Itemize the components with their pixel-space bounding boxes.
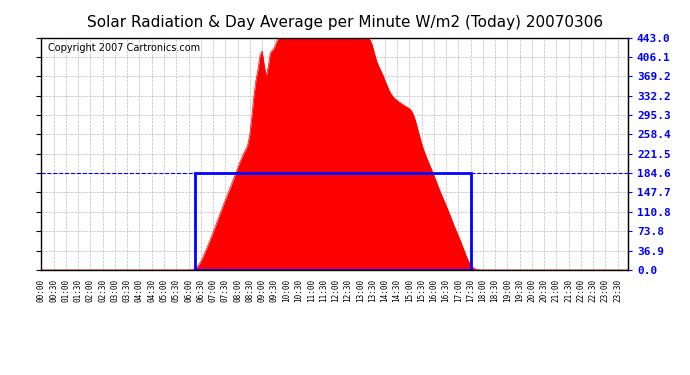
Text: 03:00: 03:00 <box>110 279 119 302</box>
Text: 05:00: 05:00 <box>159 279 168 302</box>
Text: 08:30: 08:30 <box>246 279 255 302</box>
Text: 09:00: 09:00 <box>257 279 266 302</box>
Text: 11:00: 11:00 <box>306 279 315 302</box>
Text: 04:00: 04:00 <box>135 279 144 302</box>
Text: 21:30: 21:30 <box>564 279 573 302</box>
Text: 15:30: 15:30 <box>417 279 426 302</box>
Text: 03:30: 03:30 <box>123 279 132 302</box>
Text: 14:00: 14:00 <box>380 279 389 302</box>
Text: 04:30: 04:30 <box>147 279 156 302</box>
Text: Solar Radiation & Day Average per Minute W/m2 (Today) 20070306: Solar Radiation & Day Average per Minute… <box>87 15 603 30</box>
Text: 00:30: 00:30 <box>49 279 58 302</box>
Text: 08:00: 08:00 <box>233 279 242 302</box>
Text: 22:00: 22:00 <box>576 279 585 302</box>
Text: 06:00: 06:00 <box>184 279 193 302</box>
Bar <box>195 173 471 270</box>
Text: 17:00: 17:00 <box>454 279 463 302</box>
Text: 21:00: 21:00 <box>552 279 561 302</box>
Text: 02:00: 02:00 <box>86 279 95 302</box>
Text: 00:00: 00:00 <box>37 279 46 302</box>
Text: 23:00: 23:00 <box>601 279 610 302</box>
Text: 01:30: 01:30 <box>74 279 83 302</box>
Text: 11:30: 11:30 <box>319 279 328 302</box>
Text: 20:00: 20:00 <box>527 279 536 302</box>
Text: 10:00: 10:00 <box>282 279 291 302</box>
Text: 01:00: 01:00 <box>61 279 70 302</box>
Text: 22:30: 22:30 <box>589 279 598 302</box>
Text: 13:00: 13:00 <box>355 279 365 302</box>
Text: 19:00: 19:00 <box>503 279 512 302</box>
Text: 07:00: 07:00 <box>208 279 217 302</box>
Text: 05:30: 05:30 <box>172 279 181 302</box>
Text: 15:00: 15:00 <box>405 279 414 302</box>
Text: 19:30: 19:30 <box>515 279 524 302</box>
Text: 10:30: 10:30 <box>295 279 304 302</box>
Text: Copyright 2007 Cartronics.com: Copyright 2007 Cartronics.com <box>48 43 200 53</box>
Text: 07:30: 07:30 <box>221 279 230 302</box>
Text: 16:00: 16:00 <box>429 279 438 302</box>
Text: 09:30: 09:30 <box>270 279 279 302</box>
Text: 23:30: 23:30 <box>613 279 622 302</box>
Text: 14:30: 14:30 <box>393 279 402 302</box>
Text: 16:30: 16:30 <box>442 279 451 302</box>
Text: 06:30: 06:30 <box>196 279 206 302</box>
Text: 13:30: 13:30 <box>368 279 377 302</box>
Text: 02:30: 02:30 <box>98 279 107 302</box>
Text: 20:30: 20:30 <box>540 279 549 302</box>
Text: 18:00: 18:00 <box>478 279 487 302</box>
Text: 12:00: 12:00 <box>331 279 340 302</box>
Text: 17:30: 17:30 <box>466 279 475 302</box>
Text: 12:30: 12:30 <box>344 279 353 302</box>
Text: 18:30: 18:30 <box>491 279 500 302</box>
